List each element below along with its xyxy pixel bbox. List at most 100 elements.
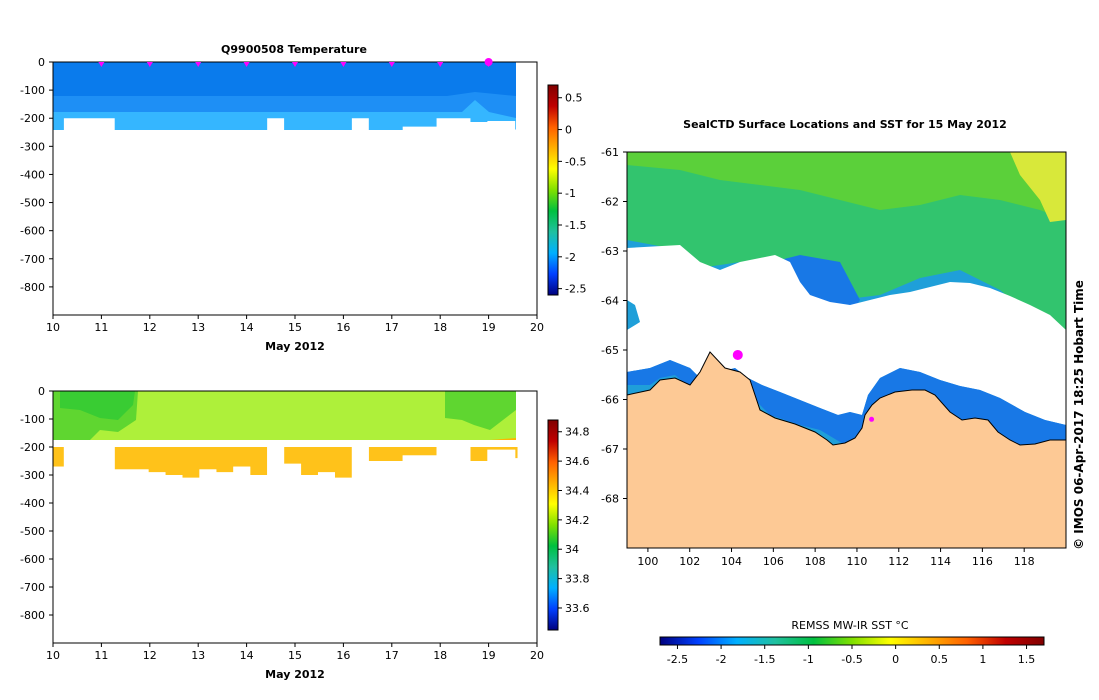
sst-map-xtick-label: 100 bbox=[637, 555, 658, 568]
temperature-ytick-label: 0 bbox=[38, 56, 45, 69]
seal-track-end bbox=[869, 416, 875, 422]
sst-map-ytick-label: -62 bbox=[601, 196, 619, 209]
temperature-layer-upper bbox=[53, 62, 516, 96]
sst-map-ytick-label: -67 bbox=[601, 443, 619, 456]
sst-map-xtick-label: 118 bbox=[1014, 555, 1035, 568]
temperature-title: Q9900508 Temperature bbox=[221, 43, 367, 56]
sst-map-ytick-label: -64 bbox=[601, 295, 619, 308]
salinity-colorbar-label: 34.6 bbox=[565, 455, 590, 468]
salinity-chart: 0 -100 -200 -300 -400 -500 -600 -700 -800 10 11 12… bbox=[20, 385, 589, 681]
salinity-no-data-region bbox=[53, 391, 537, 643]
salinity-xtick-label: 16 bbox=[336, 649, 350, 662]
sst-map-field bbox=[627, 152, 1066, 548]
sst-colorbar-tick-label: -1.5 bbox=[754, 653, 775, 666]
salinity-layer-mid bbox=[53, 391, 516, 440]
temperature-colorbar-label: 0 bbox=[565, 124, 572, 137]
salinity-colorbar-label: 34.8 bbox=[565, 426, 590, 439]
temperature-ytick-label: -700 bbox=[20, 253, 45, 266]
sst-map-xtick-label: 116 bbox=[972, 555, 993, 568]
sst-map-y-axis: -61 -62 -63 -64 -65 -66 -67 -68 bbox=[601, 146, 627, 506]
salinity-ytick-label: -500 bbox=[20, 525, 45, 538]
salinity-colorbar-label: 33.6 bbox=[565, 602, 590, 615]
salinity-layer-right bbox=[445, 391, 516, 430]
sst-colorbar-tick-label: -0.5 bbox=[841, 653, 862, 666]
salinity-x-label: May 2012 bbox=[265, 668, 325, 681]
salinity-colorbar: 34.8 34.6 34.4 34.2 34 33.8 33.6 bbox=[547, 419, 590, 631]
sst-map-x-axis: 100 102 104 106 108 110 112 114 116 118 bbox=[637, 548, 1035, 568]
profile-marker bbox=[146, 62, 153, 67]
temperature-y-axis: 0 -100 -200 -300 -400 -500 -600 -700 -800 bbox=[20, 56, 53, 294]
salinity-xtick-label: 17 bbox=[385, 649, 399, 662]
salinity-xtick-label: 11 bbox=[94, 649, 108, 662]
sst-map-xtick-label: 114 bbox=[930, 555, 951, 568]
sst-colorbar: -2.5 -2 -1.5 -1 -0.5 0 0.5 1 1.5 bbox=[659, 636, 1045, 666]
temperature-ytick-label: -300 bbox=[20, 140, 45, 153]
salinity-field bbox=[53, 391, 516, 440]
temperature-profile-markers bbox=[98, 58, 493, 67]
temperature-ytick-label: -400 bbox=[20, 168, 45, 181]
salinity-ytick-label: -300 bbox=[20, 469, 45, 482]
temperature-ytick-label: -100 bbox=[20, 84, 45, 97]
temperature-ytick-label: -500 bbox=[20, 197, 45, 210]
temperature-xtick-label: 11 bbox=[94, 321, 108, 334]
seal-track-points bbox=[732, 349, 875, 422]
antarctic-land bbox=[627, 351, 1066, 548]
profile-marker bbox=[195, 62, 202, 67]
sst-colorbar-label: REMSS MW-IR SST °C bbox=[791, 619, 909, 632]
sst-colorbar-tick-label: -1 bbox=[803, 653, 814, 666]
temperature-colorbar: 0.5 0 -0.5 -1 -1.5 -2 -2.5 bbox=[547, 84, 586, 296]
temperature-colorbar-label: -1.5 bbox=[565, 219, 586, 232]
temperature-colorbar-label: -2.5 bbox=[565, 283, 586, 296]
salinity-ytick-label: -800 bbox=[20, 609, 45, 622]
temperature-xtick-label: 10 bbox=[46, 321, 60, 334]
temperature-colorbar-label: 0.5 bbox=[565, 92, 583, 105]
sst-map-ytick-label: -66 bbox=[601, 394, 619, 407]
sst-map-xtick-label: 104 bbox=[721, 555, 742, 568]
salinity-ytick-label: -200 bbox=[20, 441, 45, 454]
salinity-no-data-mask bbox=[53, 391, 537, 643]
salinity-xtick-label: 15 bbox=[288, 649, 302, 662]
latest-profile-marker bbox=[484, 58, 493, 66]
profile-marker bbox=[388, 62, 395, 67]
profile-marker bbox=[98, 62, 105, 67]
temperature-colorbar-ramp bbox=[547, 84, 559, 296]
imos-credit: © IMOS 06-Apr-2017 18:25 Hobart Time bbox=[1072, 280, 1086, 550]
sst-colorbar-tick-label: -2 bbox=[716, 653, 727, 666]
salinity-ytick-label: -700 bbox=[20, 581, 45, 594]
sst-green-band bbox=[627, 152, 1066, 220]
temperature-xtick-label: 16 bbox=[336, 321, 350, 334]
salinity-ytick-label: -600 bbox=[20, 553, 45, 566]
temperature-ytick-label: -800 bbox=[20, 281, 45, 294]
sst-colorbar-tick-label: 1 bbox=[979, 653, 986, 666]
sst-colorbar-tick-label: 1.5 bbox=[1018, 653, 1036, 666]
profile-marker bbox=[243, 62, 250, 67]
temperature-xtick-label: 19 bbox=[482, 321, 496, 334]
temperature-xtick-label: 12 bbox=[143, 321, 157, 334]
salinity-ytick-label: -100 bbox=[20, 413, 45, 426]
salinity-y-axis: 0 -100 -200 -300 -400 -500 -600 -700 -800 bbox=[20, 385, 53, 622]
sst-warm-band bbox=[627, 152, 1066, 330]
salinity-xtick-label: 19 bbox=[482, 649, 496, 662]
temperature-field bbox=[53, 62, 516, 130]
salinity-xtick-label: 20 bbox=[530, 649, 544, 662]
salinity-xtick-label: 13 bbox=[191, 649, 205, 662]
sea-ice bbox=[627, 245, 1066, 425]
temperature-xtick-label: 18 bbox=[433, 321, 447, 334]
temperature-x-label: May 2012 bbox=[265, 340, 325, 353]
sst-map-ytick-label: -65 bbox=[601, 344, 619, 357]
temperature-colorbar-label: -1 bbox=[565, 187, 576, 200]
temperature-xtick-label: 15 bbox=[288, 321, 302, 334]
salinity-xtick-label: 14 bbox=[240, 649, 254, 662]
sst-colorbar-ramp bbox=[659, 636, 1045, 646]
sst-map-chart: SealCTD Surface Locations and SST for 15… bbox=[601, 118, 1067, 666]
sst-map-xtick-label: 110 bbox=[846, 555, 867, 568]
temperature-xtick-label: 13 bbox=[191, 321, 205, 334]
temperature-colorbar-label: -0.5 bbox=[565, 155, 586, 168]
sst-map-ytick-label: -68 bbox=[601, 493, 619, 506]
salinity-layer-upper-2 bbox=[60, 391, 135, 420]
profile-marker bbox=[437, 62, 444, 67]
temperature-ytick-label: -200 bbox=[20, 112, 45, 125]
temperature-x-axis: 10 11 12 13 14 15 16 17 18 19 20 bbox=[46, 315, 544, 334]
salinity-colorbar-label: 33.8 bbox=[565, 573, 590, 586]
